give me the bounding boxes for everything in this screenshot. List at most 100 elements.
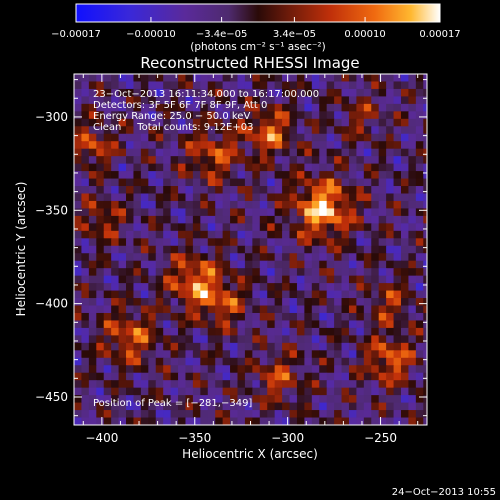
heatmap-cell	[334, 215, 343, 224]
heatmap-cell	[423, 111, 427, 120]
heatmap-cell	[334, 305, 343, 314]
heatmap-cell	[81, 417, 90, 425]
heatmap-cell	[163, 268, 172, 277]
heatmap-cell	[230, 193, 239, 202]
heatmap-cell	[274, 365, 283, 374]
heatmap-cell	[341, 96, 350, 105]
heatmap-cell	[400, 111, 409, 120]
heatmap-cell	[378, 342, 387, 351]
heatmap-cell	[74, 223, 82, 232]
heatmap-cell	[319, 111, 328, 120]
heatmap-cell	[423, 141, 427, 150]
heatmap-cell	[423, 350, 427, 359]
heatmap-cell	[155, 417, 164, 425]
heatmap-cell	[304, 372, 313, 381]
heatmap-cell	[386, 417, 395, 425]
heatmap-cell	[207, 245, 216, 254]
heatmap-cell	[185, 223, 194, 232]
heatmap-cell	[386, 88, 395, 98]
heatmap-cell	[163, 148, 172, 157]
heatmap-cell	[423, 290, 427, 299]
heatmap-cell	[341, 193, 350, 202]
heatmap-cell	[423, 298, 427, 307]
heatmap-cell	[267, 305, 276, 314]
heatmap-cell	[415, 230, 424, 239]
heatmap-cell	[282, 312, 291, 322]
heatmap-cell	[296, 387, 305, 396]
heatmap-cell	[96, 118, 105, 127]
heatmap-cell	[185, 141, 194, 150]
heatmap-cell	[393, 357, 402, 366]
heatmap-cell	[207, 268, 216, 277]
heatmap-cell	[319, 245, 328, 254]
heatmap-cell	[103, 298, 112, 307]
heatmap-cell	[304, 417, 313, 425]
heatmap-cell	[178, 245, 186, 254]
heatmap-cell	[415, 171, 424, 180]
heatmap-cell	[230, 365, 239, 374]
heatmap-cell	[252, 290, 261, 299]
heatmap-cell	[244, 245, 253, 254]
heatmap-cell	[207, 290, 216, 299]
heatmap-cell	[363, 342, 372, 351]
heatmap-cell	[244, 357, 253, 366]
heatmap-cell	[81, 290, 90, 299]
heatmap-cell	[170, 208, 179, 217]
heatmap-cell	[334, 260, 343, 269]
heatmap-cell	[311, 103, 320, 112]
heatmap-cell	[371, 118, 380, 127]
heatmap-cell	[81, 81, 90, 90]
heatmap-cell	[319, 350, 328, 359]
heatmap-cell	[274, 178, 283, 187]
heatmap-cell	[259, 320, 268, 329]
heatmap-cell	[356, 74, 365, 83]
heatmap-cell	[267, 230, 276, 239]
heatmap-cell	[415, 275, 424, 284]
heatmap-cell	[371, 178, 380, 187]
heatmap-cell	[140, 350, 149, 359]
heatmap-cell	[363, 111, 372, 120]
heatmap-cell	[111, 260, 120, 269]
heatmap-cell	[274, 395, 283, 404]
heatmap-cell	[170, 148, 179, 157]
heatmap-cell	[140, 305, 149, 314]
heatmap-cell	[222, 395, 231, 404]
heatmap-cell	[148, 290, 157, 299]
heatmap-cell	[88, 245, 97, 254]
heatmap-cell	[244, 402, 253, 411]
heatmap-cell	[118, 215, 127, 224]
y-tick-label: −350	[35, 203, 68, 217]
heatmap-cell	[133, 215, 142, 224]
heatmap-cell	[222, 335, 231, 344]
heatmap-cell	[185, 260, 194, 269]
heatmap-cell	[400, 186, 409, 195]
heatmap-cell	[178, 230, 186, 239]
heatmap-cell	[88, 320, 97, 329]
heatmap-cell	[155, 81, 164, 90]
heatmap-cell	[371, 387, 380, 396]
heatmap-cell	[126, 253, 134, 262]
heatmap-cell	[282, 88, 291, 98]
heatmap-cell	[215, 312, 224, 322]
heatmap-cell	[311, 193, 320, 202]
heatmap-cell	[371, 148, 380, 157]
heatmap-cell	[341, 253, 350, 262]
heatmap-cell	[192, 81, 201, 90]
heatmap-cell	[289, 327, 298, 336]
heatmap-cell	[88, 126, 97, 135]
heatmap-cell	[356, 215, 365, 224]
heatmap-cell	[296, 118, 305, 127]
heatmap-cell	[326, 342, 335, 351]
heatmap-cell	[348, 193, 357, 202]
heatmap-cell	[311, 163, 320, 172]
heatmap-cell	[348, 253, 357, 262]
heatmap-cell	[215, 126, 224, 135]
heatmap-cell	[111, 327, 120, 336]
heatmap-cell	[200, 171, 209, 180]
heatmap-cell	[148, 372, 157, 381]
heatmap-cell	[378, 365, 387, 374]
heatmap-cell	[230, 327, 239, 336]
heatmap-cell	[386, 186, 395, 195]
heatmap-cell	[185, 163, 194, 172]
heatmap-cell	[319, 253, 328, 262]
